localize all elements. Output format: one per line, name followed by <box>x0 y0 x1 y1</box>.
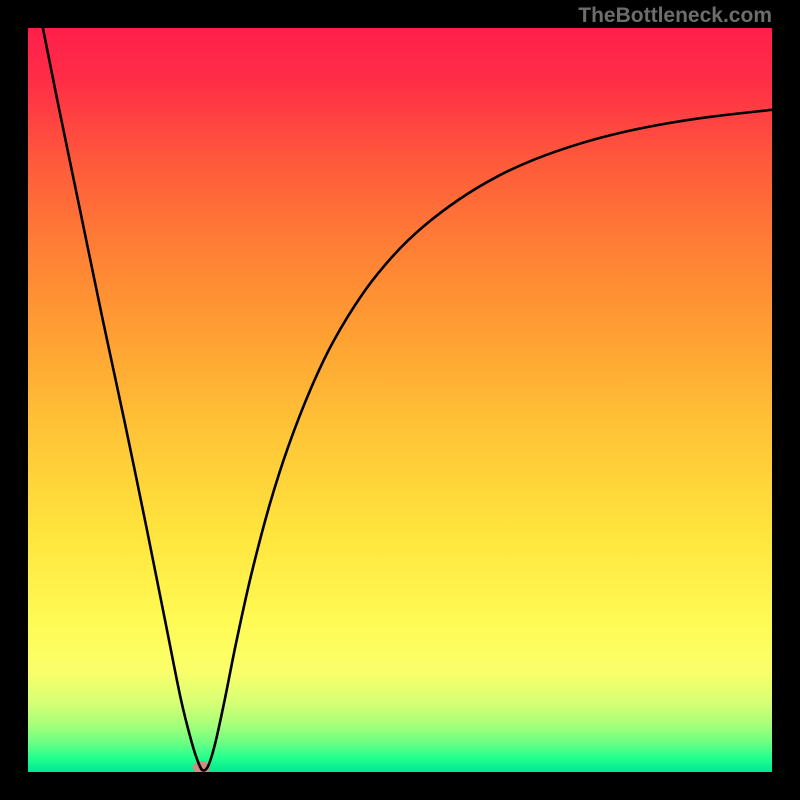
bottleneck-curve <box>43 28 772 771</box>
chart-frame: TheBottleneck.com <box>0 0 800 800</box>
watermark-text: TheBottleneck.com <box>578 4 772 28</box>
plot-area <box>28 28 772 772</box>
chart-svg <box>28 28 772 772</box>
